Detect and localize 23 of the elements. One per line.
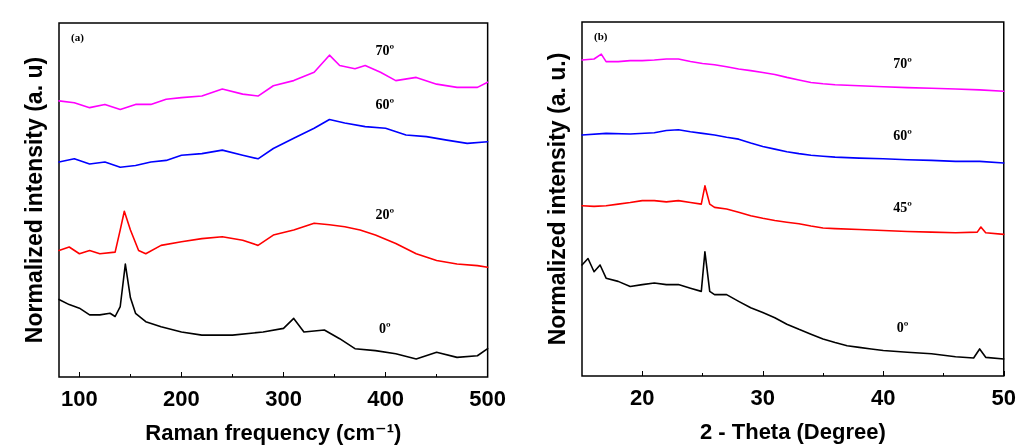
- series-label: 70º: [375, 43, 395, 59]
- text: (a): [71, 30, 85, 44]
- x-tick-label: 20: [630, 384, 655, 410]
- x-axis-title: 2 - Theta (Degree): [699, 418, 886, 444]
- x-tick-label: 100: [61, 385, 98, 411]
- text: (b): [594, 29, 608, 43]
- x-tick-label: 40: [871, 384, 896, 410]
- series-label: 60º: [893, 128, 913, 144]
- series-label: 45º: [893, 199, 913, 215]
- series-label: 70º: [893, 55, 913, 71]
- series-label: 0º: [896, 320, 909, 336]
- x-tick-label: 400: [367, 385, 404, 411]
- y-axis-title: Normalized intensity (a. u): [20, 56, 47, 344]
- x-tick-label: 300: [265, 385, 302, 411]
- series-label: 60º: [375, 96, 395, 112]
- series-label: 20º: [375, 207, 395, 223]
- x-tick-label: 200: [163, 385, 200, 411]
- x-tick-label: 50: [991, 384, 1017, 410]
- x-tick-label: 30: [750, 384, 775, 410]
- series-label: 0º: [378, 320, 391, 336]
- y-axis-title: Normalized intensity (a. u.): [543, 52, 570, 346]
- x-axis-title: Raman frequency (cm⁻¹): [145, 419, 402, 445]
- x-tick-label: 500: [469, 385, 507, 411]
